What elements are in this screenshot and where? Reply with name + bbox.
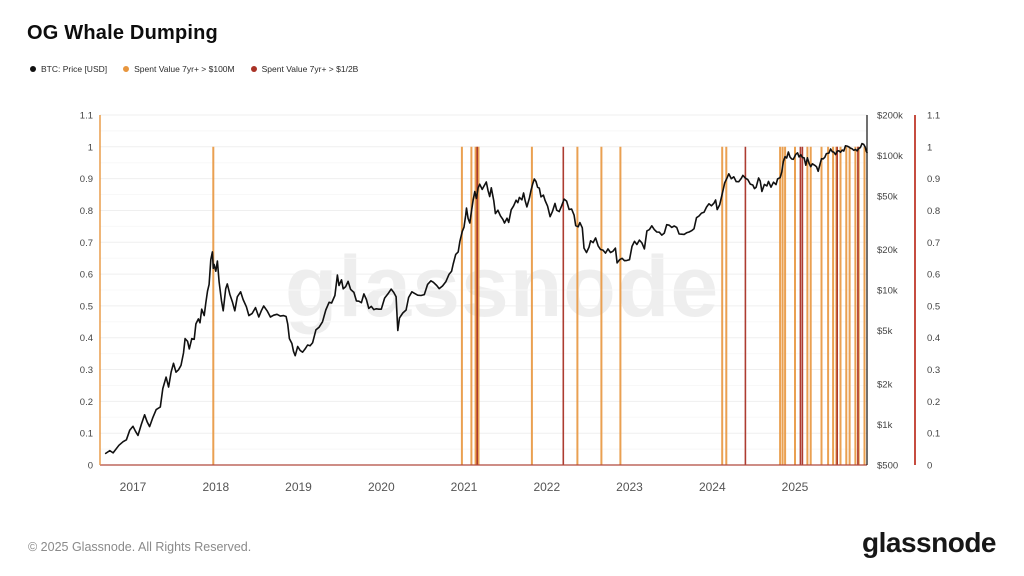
x-axis-year-label: 2023	[616, 480, 643, 494]
left-axis-tick-label: 0.5	[80, 301, 93, 312]
left-axis-tick-label: 0.2	[80, 397, 93, 408]
price-axis-tick-label: $2k	[877, 380, 893, 391]
left-axis-tick-label: 0.1	[80, 429, 93, 440]
left-axis-tick-label: 1.1	[80, 111, 93, 122]
left-axis-tick-label: 0.6	[80, 270, 93, 281]
left-axis-tick-label: 0.8	[80, 206, 93, 217]
price-axis-tick-label: $50k	[877, 192, 898, 203]
page-title: OG Whale Dumping	[27, 22, 218, 44]
price-axis-tick-label: $1k	[877, 420, 893, 431]
x-axis-year-label: 2020	[368, 480, 395, 494]
x-axis-year-label: 2019	[285, 480, 312, 494]
legend-item-spent-halfb[interactable]: Spent Value 7yr+ > $1/2B	[250, 64, 359, 74]
price-axis-tick-label: $100k	[877, 151, 903, 162]
legend-item-spent-100m[interactable]: Spent Value 7yr+ > $100M	[123, 64, 235, 74]
red-axis-tick-label: 0.9	[927, 174, 940, 185]
legend-dot-red	[250, 66, 257, 72]
red-axis-tick-label: 0.4	[927, 333, 940, 344]
chart-svg: 0 0.1 0.2 0.3 0.4 0.5 0.6 0.7 0.8 0.9 1 1.1 $500 $1k $…	[80, 111, 940, 495]
red-axis-tick-label: 0.3	[927, 365, 940, 376]
glassnode-logo: glassnode	[862, 527, 996, 558]
red-axis-tick-label: 0	[927, 461, 932, 472]
x-axis-year-label: 2018	[202, 480, 229, 494]
legend-label-spent-halfb: Spent Value 7yr+ > $1/2B	[261, 64, 359, 74]
left-axis-tick-label: 0.9	[80, 174, 93, 185]
left-axis-tick-label: 0.7	[80, 238, 93, 249]
btc-price-line	[104, 142, 868, 455]
x-axis-year-label: 2022	[533, 480, 560, 494]
legend-item-btc-price[interactable]: BTC: Price [USD]	[30, 64, 107, 74]
chart-legend: BTC: Price [USD] Spent Value 7yr+ > $100…	[30, 64, 358, 74]
legend-label-spent-100m: Spent Value 7yr+ > $100M	[134, 64, 235, 74]
red-axis-tick-label: 0.7	[927, 238, 940, 249]
left-axis-tick-label: 0.4	[80, 333, 93, 344]
chart-canvas[interactable]: 0 0.1 0.2 0.3 0.4 0.5 0.6 0.7 0.8 0.9 1 1.1 $500 $1k $…	[0, 0, 1024, 520]
x-axis-year-label: 2025	[782, 480, 809, 494]
price-axis-tick-label: $10k	[877, 286, 898, 297]
red-axis-tick-label: 0.8	[927, 206, 940, 217]
red-axis-tick-label: 0.2	[927, 397, 940, 408]
red-axis-tick-label: 0.6	[927, 270, 940, 281]
price-axis-tick-label: $5k	[877, 326, 893, 337]
price-axis-tick-label: $200k	[877, 111, 903, 122]
red-axis-tick-label: 1.1	[927, 111, 940, 122]
x-axis-year-label: 2024	[699, 480, 726, 494]
price-axis-tick-label: $20k	[877, 245, 898, 256]
legend-dot-orange	[123, 66, 130, 72]
red-axis-tick-label: 0.5	[927, 301, 940, 312]
x-axis-year-label: 2017	[120, 480, 147, 494]
left-axis-tick-label: 0	[88, 461, 93, 472]
price-axis-tick-label: $500	[877, 461, 898, 472]
red-axis-tick-label: 1	[927, 142, 932, 153]
left-axis-tick-label: 0.3	[80, 365, 93, 376]
left-axis-tick-label: 1	[88, 142, 93, 153]
legend-label-btc-price: BTC: Price [USD]	[41, 64, 108, 74]
red-axis-tick-label: 0.1	[927, 429, 940, 440]
copyright-text: © 2025 Glassnode. All Rights Reserved.	[28, 540, 252, 554]
x-axis-year-label: 2021	[451, 480, 478, 494]
legend-dot-black	[30, 66, 36, 72]
